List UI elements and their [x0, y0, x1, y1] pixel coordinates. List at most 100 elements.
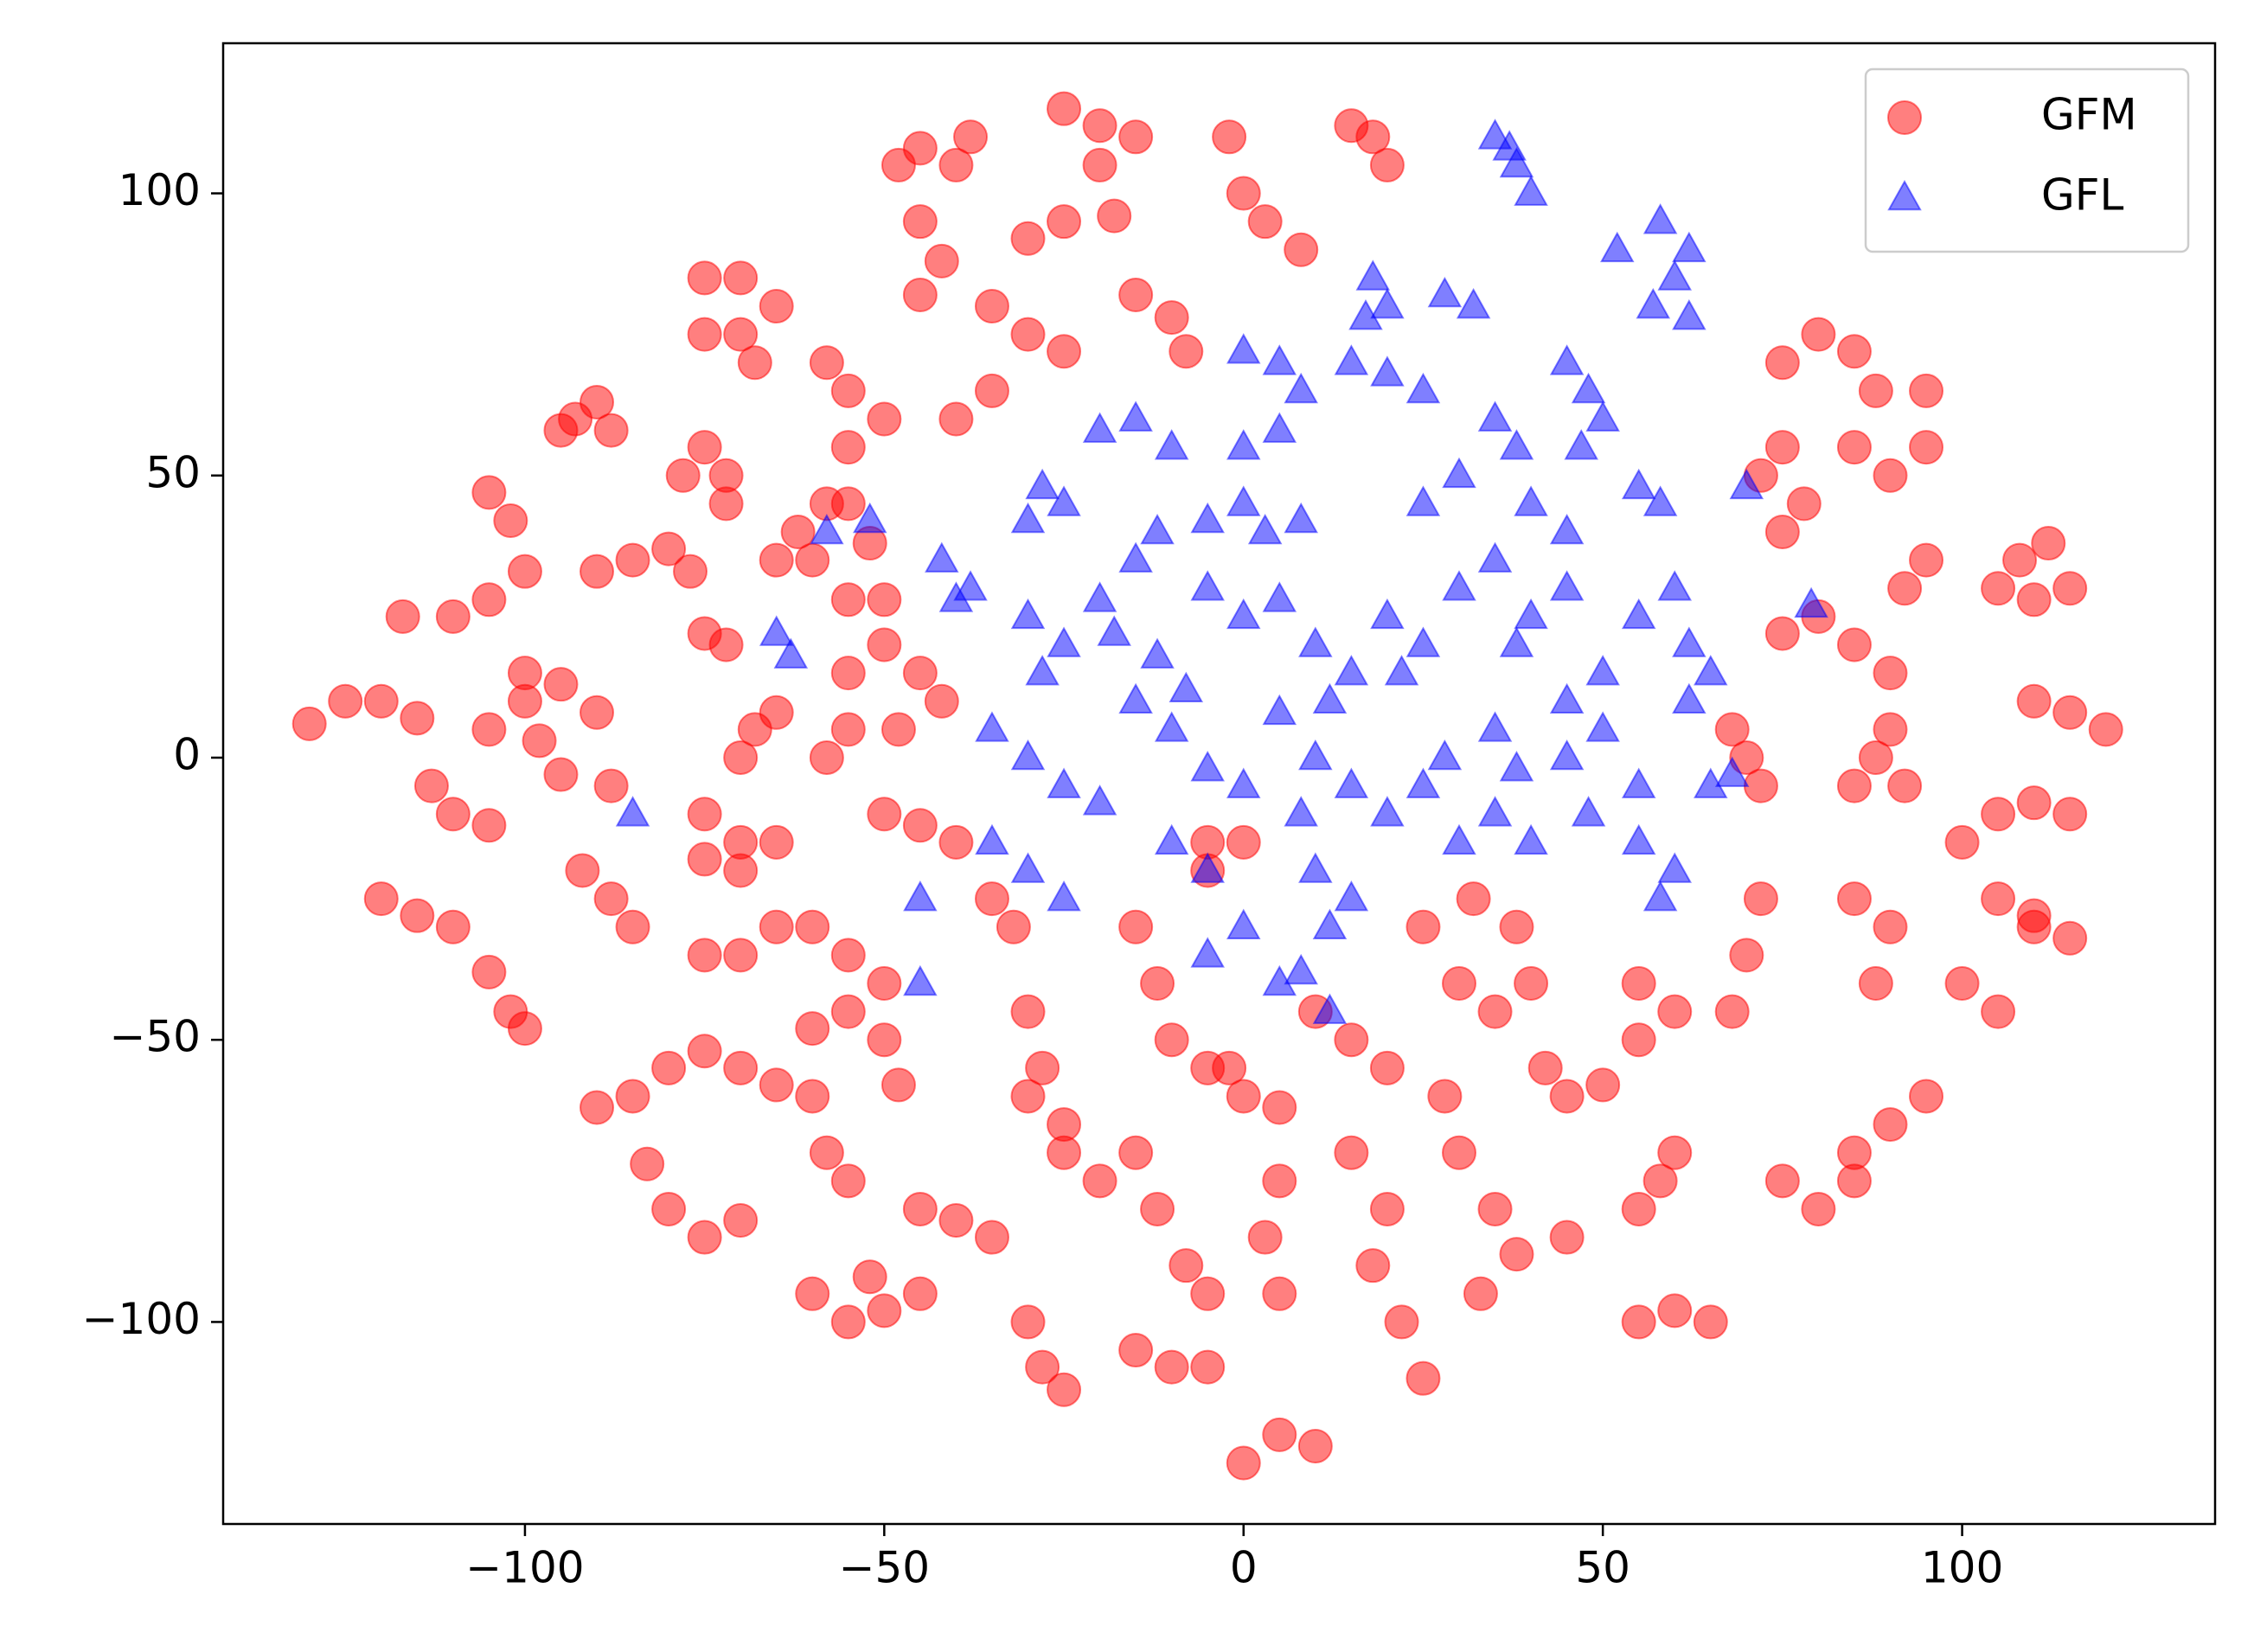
point	[1477, 118, 1513, 150]
point	[1262, 1090, 1297, 1125]
point	[522, 723, 557, 759]
point	[1047, 767, 1081, 798]
point	[1621, 1191, 1656, 1226]
point	[1334, 880, 1369, 912]
point	[1873, 909, 1908, 944]
point	[759, 824, 794, 860]
point	[1334, 1022, 1369, 1058]
point	[1097, 615, 1131, 646]
point	[1836, 881, 1872, 917]
point	[1154, 711, 1189, 742]
point	[1873, 458, 1908, 493]
point	[543, 413, 579, 448]
point	[1154, 1349, 1189, 1385]
point	[830, 1163, 866, 1199]
point	[1262, 581, 1297, 612]
point	[687, 797, 722, 832]
point	[328, 683, 363, 719]
point	[1621, 767, 1656, 798]
point	[1909, 373, 1944, 408]
point	[1284, 232, 1319, 267]
point	[1406, 767, 1441, 798]
point	[1010, 852, 1046, 883]
point	[1406, 485, 1441, 516]
point	[1226, 429, 1261, 460]
point	[2016, 909, 2052, 944]
point	[1729, 468, 1764, 500]
point	[1369, 147, 1405, 182]
point	[1118, 1333, 1154, 1368]
point	[1226, 598, 1261, 630]
point	[1514, 598, 1548, 630]
point	[809, 345, 844, 381]
point	[830, 656, 866, 691]
point	[1226, 824, 1261, 860]
point	[975, 823, 1009, 855]
point	[1944, 965, 1980, 1001]
point	[2016, 785, 2052, 821]
point	[580, 1090, 615, 1125]
point	[2052, 920, 2088, 956]
point	[723, 740, 759, 775]
point	[1427, 276, 1463, 308]
point	[1887, 571, 1923, 606]
point	[1764, 1163, 1800, 1199]
point	[1118, 277, 1154, 312]
point	[1764, 515, 1800, 550]
point	[903, 964, 938, 996]
point	[435, 909, 471, 944]
point	[1729, 740, 1764, 775]
point	[1836, 627, 1872, 663]
point	[471, 954, 507, 989]
point	[1499, 909, 1534, 944]
point	[867, 1022, 902, 1058]
point	[1564, 429, 1598, 460]
point	[400, 898, 435, 933]
point	[830, 938, 866, 973]
point	[1226, 333, 1261, 364]
point	[1764, 430, 1800, 465]
point	[1190, 937, 1225, 968]
point	[1284, 372, 1318, 404]
point	[974, 289, 1009, 324]
point	[953, 570, 988, 601]
point	[1355, 1248, 1391, 1284]
point	[471, 808, 507, 843]
point	[1657, 1293, 1693, 1329]
point	[1621, 468, 1656, 500]
point	[1082, 147, 1117, 182]
point	[1226, 1079, 1261, 1114]
point	[723, 938, 759, 973]
point	[2088, 712, 2123, 747]
point	[1858, 965, 1893, 1001]
point	[1492, 130, 1527, 161]
point	[1082, 581, 1117, 612]
point	[924, 243, 959, 279]
point	[363, 683, 399, 719]
point	[1456, 287, 1491, 319]
y-tick-label: 100	[118, 165, 201, 215]
point	[1025, 1050, 1060, 1085]
point	[938, 401, 974, 437]
point	[938, 1202, 974, 1238]
point	[938, 147, 974, 182]
point	[1406, 909, 1441, 944]
point	[1025, 468, 1060, 500]
point	[1355, 119, 1391, 155]
point	[615, 796, 650, 827]
point	[1262, 1276, 1297, 1311]
point	[773, 637, 809, 669]
point	[400, 701, 435, 736]
point	[1370, 796, 1405, 827]
point	[673, 554, 708, 589]
point	[1549, 1220, 1585, 1255]
point	[1169, 1248, 1204, 1284]
point	[1600, 231, 1635, 263]
point	[1571, 372, 1606, 404]
point	[1010, 502, 1046, 534]
point	[1477, 796, 1513, 827]
point	[1262, 412, 1297, 443]
point	[1118, 541, 1153, 573]
x-tick-label: 100	[1921, 1543, 2003, 1593]
point	[1549, 344, 1585, 375]
